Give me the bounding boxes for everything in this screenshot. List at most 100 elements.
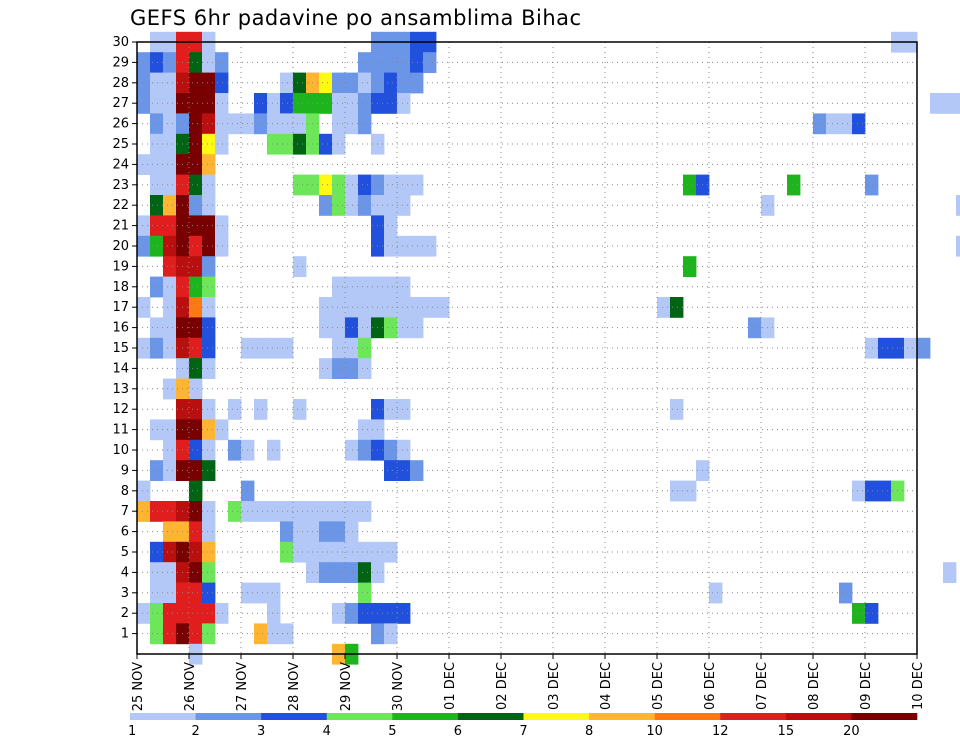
heatmap-cell: [280, 521, 294, 543]
heatmap-cell: [332, 603, 346, 624]
heatmap-cell: [332, 358, 346, 379]
heatmap-cell: [384, 623, 398, 645]
heatmap-cell: [267, 439, 281, 461]
heatmap-cell: [293, 72, 307, 94]
heatmap-cell: [189, 337, 203, 359]
y-tick-label: 20: [112, 239, 129, 254]
heatmap-cell: [345, 439, 359, 461]
heatmap-cell: [358, 337, 372, 359]
heatmap-cell: [163, 317, 177, 339]
legend-label: 4: [323, 724, 331, 739]
heatmap-cell: [202, 439, 216, 461]
heatmap-cell: [683, 174, 697, 196]
heatmap-cell: [189, 603, 203, 624]
heatmap-cell: [332, 72, 346, 94]
heatmap-cell: [163, 174, 177, 196]
heatmap-cell: [163, 378, 177, 400]
x-tick-label: 27 NOV: [235, 662, 250, 711]
heatmap-cell: [202, 235, 216, 257]
heatmap-cell: [293, 399, 307, 420]
heatmap-cell: [202, 297, 216, 318]
heatmap-cell: [358, 72, 372, 94]
heatmap-cell: [397, 317, 411, 339]
heatmap-cell: [384, 297, 398, 318]
y-tick-label: 10: [112, 443, 129, 458]
heatmap-cell: [202, 603, 216, 624]
heatmap-cell: [345, 562, 359, 583]
heatmap-cell: [189, 378, 203, 400]
x-tick-label: 06 DEC: [703, 662, 718, 710]
heatmap-cell: [280, 623, 294, 645]
heatmap-cell: [865, 337, 879, 359]
x-tick-label: 04 DEC: [599, 662, 614, 710]
heatmap-cell: [137, 52, 151, 73]
heatmap-cell: [228, 501, 242, 522]
heatmap-cell: [189, 541, 203, 563]
x-tick-label: 01 DEC: [443, 662, 458, 710]
heatmap-cell: [267, 93, 281, 114]
heatmap-cell: [163, 562, 177, 583]
heatmap-cell: [254, 399, 268, 420]
heatmap-cell: [332, 521, 346, 543]
heatmap-cell: [163, 297, 177, 318]
heatmap-cell: [254, 113, 268, 135]
heatmap-cell: [280, 133, 294, 155]
heatmap-cell: [137, 337, 151, 359]
heatmap-cell: [358, 358, 372, 379]
heatmap-cell: [215, 52, 229, 73]
heatmap-cell: [319, 521, 333, 543]
y-tick-label: 12: [112, 402, 129, 417]
heatmap-cell: [709, 582, 723, 604]
heatmap-cell: [345, 72, 359, 94]
heatmap-cell: [137, 93, 151, 114]
heatmap-cell: [202, 52, 216, 73]
heatmap-cell: [163, 154, 177, 175]
heatmap-cell: [345, 297, 359, 318]
heatmap-cell: [189, 72, 203, 94]
legend-swatch: [457, 713, 524, 720]
y-tick-label: 14: [112, 361, 129, 376]
y-tick-label: 5: [121, 545, 129, 560]
heatmap-cell: [358, 603, 372, 624]
heatmap-cell: [280, 113, 294, 135]
heatmap-cell: [254, 337, 268, 359]
heatmap-cell: [189, 317, 203, 339]
legend-label: 20: [843, 724, 860, 739]
gridlines: [137, 41, 917, 654]
legend-swatch: [195, 713, 262, 720]
heatmap-cell: [189, 623, 203, 645]
heatmap-cell: [839, 582, 853, 604]
heatmap-cell: [410, 72, 424, 94]
y-tick-label: 24: [112, 157, 129, 172]
legend-swatch: [589, 713, 655, 720]
heatmap-cell: [189, 480, 203, 502]
y-tick-label: 3: [121, 586, 129, 601]
heatmap-cell: [345, 521, 359, 543]
heatmap-cell: [163, 72, 177, 94]
y-tick-label: 2: [121, 606, 129, 621]
heatmap-cell: [384, 541, 398, 563]
heatmap-cell: [202, 276, 216, 298]
y-tick-label: 8: [121, 484, 129, 499]
heatmap-cell: [397, 439, 411, 461]
heatmap-cell: [189, 133, 203, 155]
heatmap-cell: [345, 195, 359, 216]
heatmap-cell: [384, 603, 398, 624]
heatmap-cell: [163, 113, 177, 135]
heatmap-cell: [332, 317, 346, 339]
heatmap-cell: [189, 439, 203, 461]
y-tick-label: 27: [112, 96, 129, 111]
heatmap-cell: [267, 582, 281, 604]
heatmap-cell: [345, 603, 359, 624]
heatmap-cell: [397, 72, 411, 94]
heatmap-cell: [202, 460, 216, 481]
heatmap-cell: [280, 93, 294, 114]
heatmap-cell: [202, 419, 216, 441]
heatmap-cell: [397, 276, 411, 298]
heatmap-cell: [319, 501, 333, 522]
heatmap-cell: [956, 235, 960, 257]
heatmap-cell: [202, 195, 216, 216]
heatmap-cell: [215, 93, 229, 114]
heatmap-cell: [332, 174, 346, 196]
x-tick-label: 03 DEC: [547, 662, 562, 710]
